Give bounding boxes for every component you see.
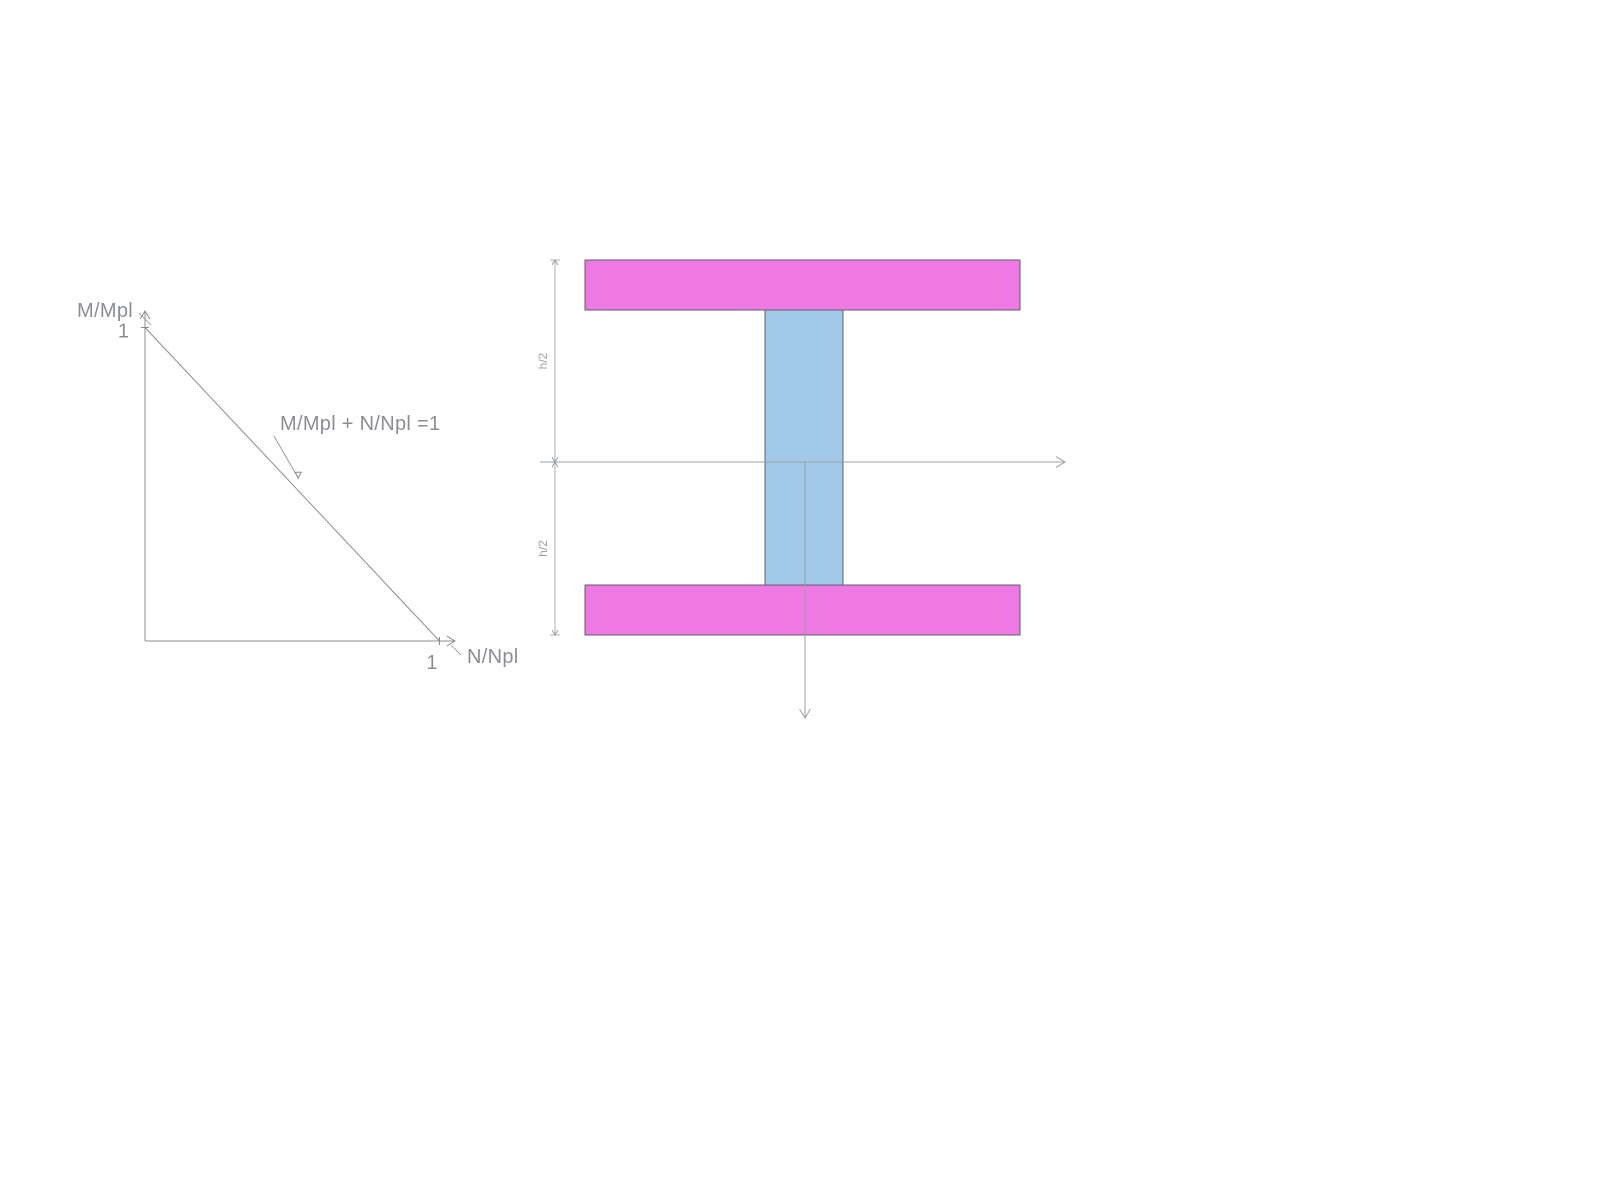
svg-text:h/2: h/2: [536, 540, 550, 557]
ibeam-cross-section: [540, 260, 1065, 718]
svg-text:M/Mpl: M/Mpl: [77, 300, 133, 322]
svg-text:1: 1: [426, 652, 437, 674]
svg-text:N/Npl: N/Npl: [467, 646, 519, 668]
svg-text:1: 1: [118, 321, 129, 343]
interaction-chart: [139, 311, 461, 655]
svg-text:h/2: h/2: [536, 352, 550, 369]
svg-text:M/Mpl + N/Npl =1: M/Mpl + N/Npl =1: [280, 413, 440, 435]
